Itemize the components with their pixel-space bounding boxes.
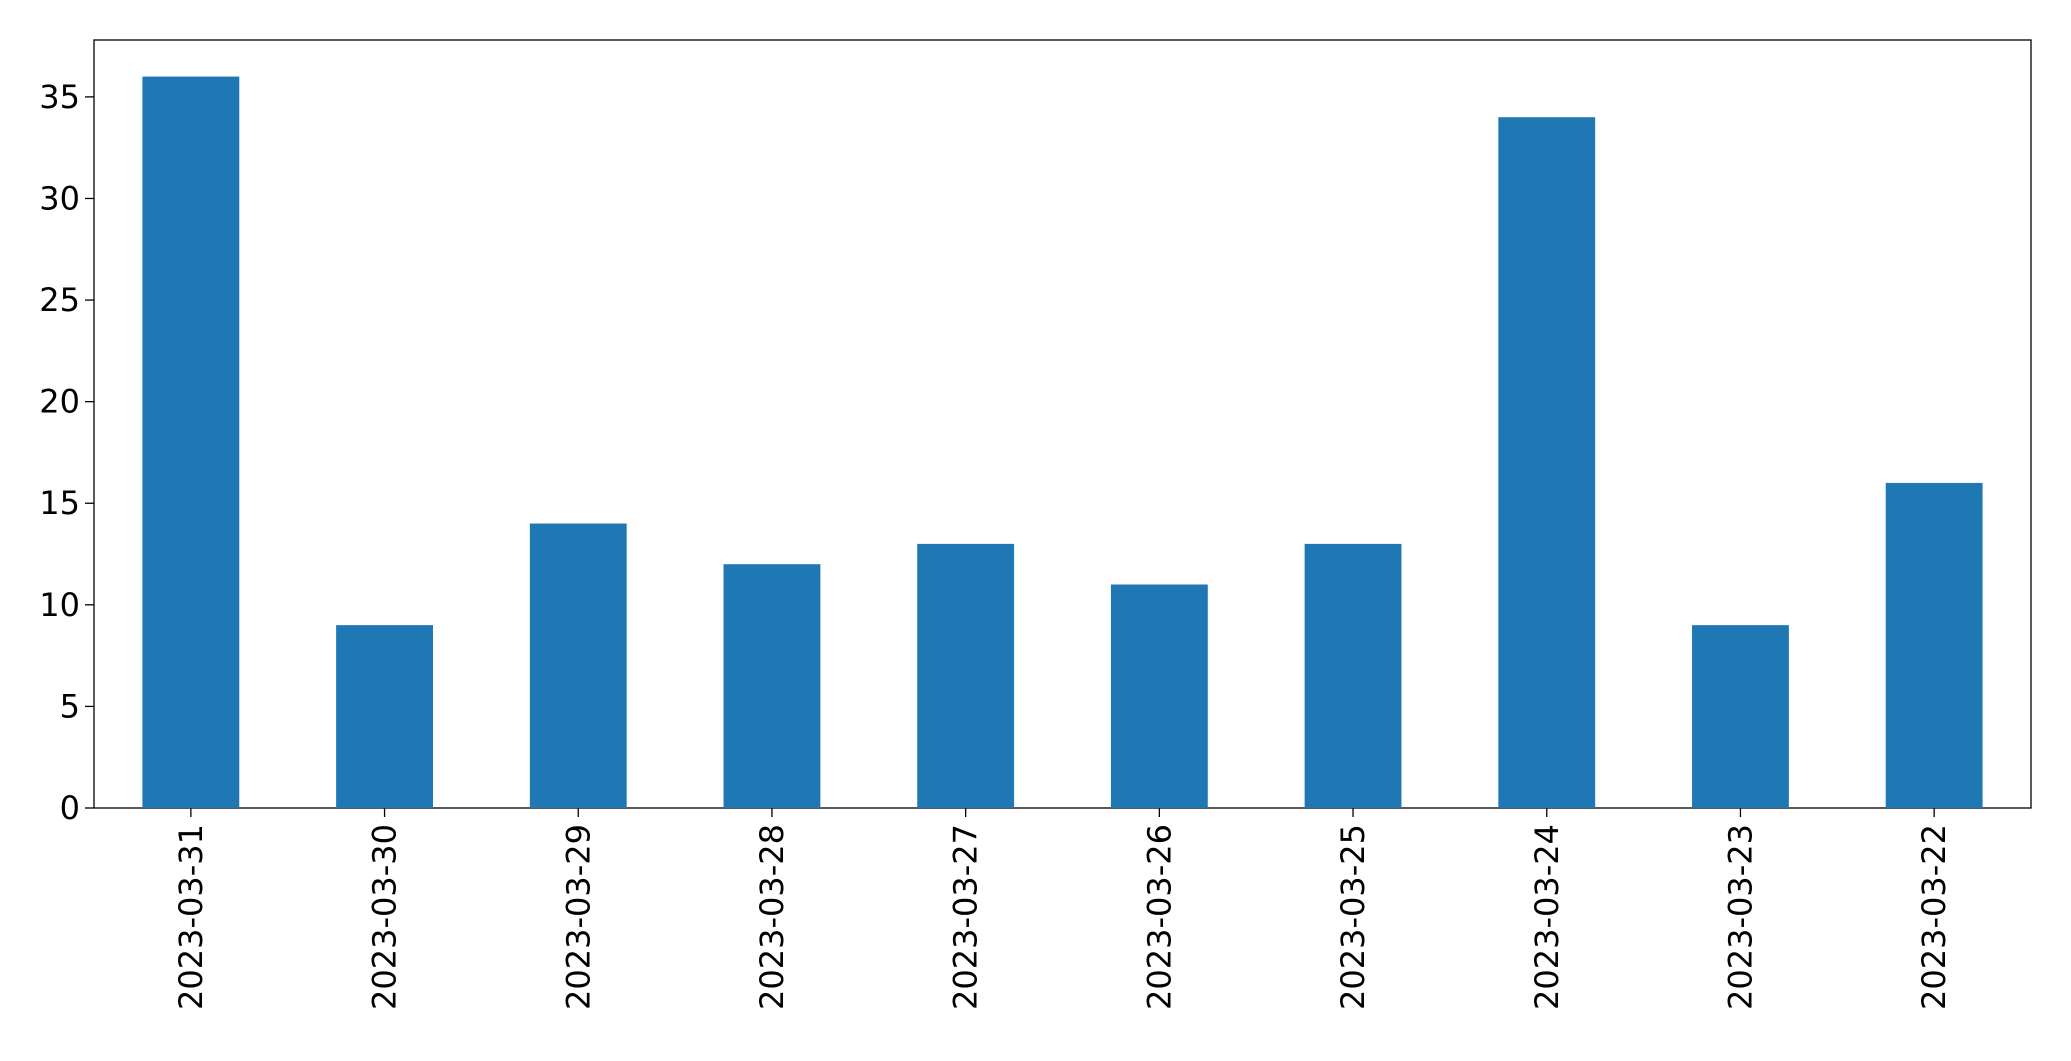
bar: [336, 625, 433, 808]
y-tick-label: 0: [60, 789, 80, 827]
x-tick-label: 2023-03-31: [172, 824, 210, 1010]
bar: [1885, 482, 1983, 808]
x-tick-label: 2023-03-28: [753, 824, 791, 1010]
x-tick-label: 2023-03-23: [1721, 824, 1759, 1010]
x-tick-label: 2023-03-26: [1140, 824, 1178, 1010]
bar: [529, 523, 627, 808]
x-tick-label: 2023-03-24: [1528, 824, 1566, 1010]
x-tick-label: 2023-03-25: [1334, 824, 1372, 1010]
bar: [917, 543, 1015, 808]
y-tick-label: 10: [39, 586, 80, 624]
bar: [1692, 625, 1789, 808]
bar: [1498, 117, 1596, 808]
y-tick-label: 25: [39, 281, 80, 319]
y-tick-label: 20: [39, 383, 80, 421]
y-tick-label: 35: [39, 78, 80, 116]
x-tick-label: 2023-03-30: [366, 824, 404, 1010]
bar: [142, 76, 240, 809]
x-tick-label: 2023-03-22: [1915, 824, 1953, 1010]
x-tick-label: 2023-03-29: [559, 824, 597, 1010]
y-tick-label: 5: [60, 687, 80, 725]
y-tick-label: 30: [39, 179, 80, 217]
bar: [1304, 543, 1402, 808]
bar: [723, 564, 821, 808]
plot-frame: [93, 39, 2032, 809]
y-tick-label: 15: [39, 484, 80, 522]
x-tick-label: 2023-03-27: [947, 824, 985, 1010]
bar: [1110, 584, 1208, 808]
